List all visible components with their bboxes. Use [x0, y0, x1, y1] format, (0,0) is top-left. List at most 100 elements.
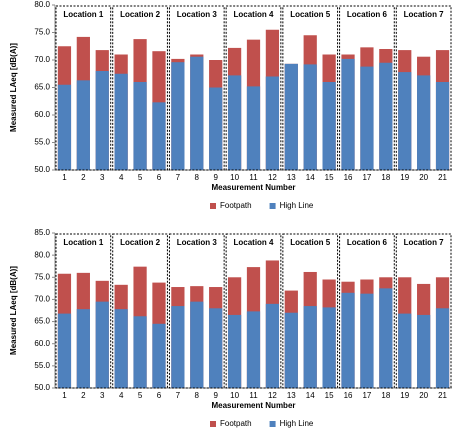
bar: [95, 71, 109, 170]
group-label: Location 2: [120, 10, 161, 19]
y-axis-title: Measured LAeq [dB(A)]: [9, 43, 18, 132]
group-box: [282, 233, 339, 389]
y-tick-label: 65.0: [34, 317, 50, 326]
x-tick-label: 3: [100, 391, 105, 400]
x-tick-label: 12: [268, 391, 277, 400]
x-tick-label: 19: [400, 173, 409, 182]
x-tick-label: 5: [138, 173, 143, 182]
group-label: Location 4: [233, 238, 274, 247]
x-tick-label: 11: [249, 391, 258, 400]
group-label: Location 3: [177, 10, 218, 19]
group-label: Location 5: [290, 10, 331, 19]
y-tick-label: 80.0: [34, 0, 50, 9]
bar: [227, 75, 242, 170]
bar: [417, 314, 431, 388]
x-tick-label: 9: [213, 173, 218, 182]
legend-label: Footpath: [220, 419, 252, 428]
bar: [284, 312, 298, 388]
x-tick-label: 13: [287, 173, 296, 182]
group-box: [55, 233, 112, 389]
bar: [303, 64, 317, 170]
x-tick-label: 13: [287, 391, 296, 400]
group-box: [55, 5, 112, 171]
y-tick-label: 60.0: [34, 110, 50, 119]
group-label: Location 7: [404, 10, 445, 19]
legend-swatch: [210, 421, 216, 427]
x-tick-label: 12: [268, 173, 277, 182]
legend-label: High Line: [280, 201, 314, 210]
x-tick-label: 14: [306, 173, 315, 182]
bar: [284, 63, 298, 170]
x-tick-label: 11: [249, 173, 258, 182]
bar: [114, 309, 128, 388]
y-axis-title: Measured LAeq [dB(A)]: [9, 266, 18, 355]
bar: [57, 313, 72, 388]
x-tick-label: 1: [62, 391, 67, 400]
group-label: Location 2: [120, 238, 161, 247]
group-box: [168, 5, 225, 171]
x-tick-label: 7: [176, 391, 181, 400]
x-tick-label: 7: [176, 173, 181, 182]
y-tick-label: 70.0: [34, 55, 50, 64]
group-box: [112, 5, 168, 171]
x-tick-label: 3: [100, 173, 105, 182]
bar: [341, 292, 355, 388]
x-tick-label: 17: [362, 173, 371, 182]
bar: [76, 309, 90, 388]
bar: [227, 314, 242, 388]
y-tick-label: 75.0: [34, 272, 50, 281]
legend-label: Footpath: [220, 201, 252, 210]
group-label: Location 1: [63, 10, 104, 19]
y-tick-label: 75.0: [34, 28, 50, 37]
x-tick-label: 5: [138, 391, 143, 400]
x-tick-label: 4: [119, 173, 124, 182]
group-label: Location 6: [347, 10, 388, 19]
bar: [360, 293, 374, 388]
bar: [152, 323, 166, 388]
y-tick-label: 85.0: [34, 228, 50, 237]
y-tick-label: 55.0: [34, 361, 50, 370]
x-axis-title: Measurement Number: [211, 401, 295, 410]
group-label: Location 6: [347, 238, 388, 247]
y-tick-label: 50.0: [34, 165, 50, 174]
bar: [379, 62, 393, 170]
x-tick-label: 6: [157, 173, 162, 182]
bar: [322, 307, 336, 388]
bar: [265, 303, 280, 388]
x-tick-label: 21: [438, 391, 447, 400]
x-tick-label: 21: [438, 173, 447, 182]
x-tick-label: 18: [381, 173, 390, 182]
bar: [360, 66, 374, 170]
x-tick-label: 17: [362, 391, 371, 400]
y-tick-label: 55.0: [34, 138, 50, 147]
group-label: Location 5: [290, 238, 331, 247]
group-label: Location 3: [177, 238, 218, 247]
bar: [417, 75, 431, 170]
group-box: [112, 233, 168, 389]
bar: [133, 316, 147, 388]
legend-swatch: [269, 203, 276, 209]
bar: [246, 311, 261, 388]
group-box: [225, 5, 282, 171]
x-tick-label: 6: [157, 391, 162, 400]
bar: [322, 82, 336, 170]
bar: [398, 313, 412, 388]
bar: [133, 82, 147, 170]
x-tick-label: 20: [419, 391, 428, 400]
x-tick-label: 20: [419, 173, 428, 182]
legend-label: High Line: [280, 419, 314, 428]
bar: [398, 72, 412, 170]
bar: [303, 306, 317, 388]
y-tick-label: 65.0: [34, 83, 50, 92]
x-axis-title: Measurement Number: [211, 183, 295, 192]
x-tick-label: 15: [325, 391, 334, 400]
bar: [190, 301, 204, 388]
x-tick-label: 8: [195, 391, 200, 400]
y-tick-label: 70.0: [34, 295, 50, 304]
bar: [114, 73, 128, 170]
group-box: [282, 5, 339, 171]
x-tick-label: 16: [344, 173, 353, 182]
bar: [171, 62, 185, 171]
bar: [341, 58, 355, 170]
